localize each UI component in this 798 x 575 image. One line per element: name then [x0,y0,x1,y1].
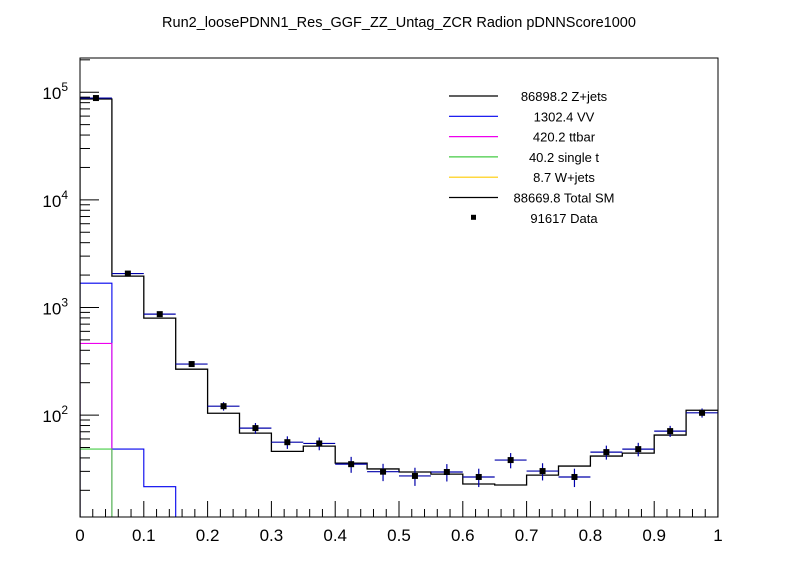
x-tick-label: 0 [75,526,84,545]
plot-content [80,95,718,517]
x-tick-label: 1 [713,526,722,545]
data-point [507,457,514,464]
legend: 86898.2 Z+jets 1302.4 VV 420.2 ttbar 40.2 s… [449,89,614,226]
axes: 0 0.1 0.2 0.3 0.4 0.5 0.6 0.7 0.8 0.9 110210310410… [42,57,723,545]
x-tick-label: 0.4 [323,526,347,545]
data-point [411,472,418,479]
y-tick-base: 10 [42,192,61,211]
y-tick-base: 10 [42,84,61,103]
data-point [667,428,674,435]
legend-label-w-jets: 8.7 W+jets [533,170,595,185]
legend-label-ttbar: 420.2 ttbar [533,130,596,145]
x-tick-label: 0.7 [515,526,539,545]
x-tick-label: 0.3 [260,526,284,545]
y-tick-label: 103 [42,295,68,318]
legend-label-data: 91617 Data [530,211,598,226]
data-point [316,440,323,447]
x-tick-label: 0.1 [132,526,156,545]
data-point [156,311,163,318]
y-tick-exponent: 5 [61,80,68,94]
data-point [284,439,291,446]
histogram-vv [80,282,177,517]
data-point [188,361,195,368]
data-point [348,461,355,468]
data-point [699,409,706,416]
y-tick-exponent: 2 [61,403,68,417]
y-tick-exponent: 3 [61,295,68,309]
y-tick-label: 105 [42,80,68,103]
legend-label-single-t: 40.2 single t [529,150,599,165]
y-tick-exponent: 4 [61,188,68,202]
legend-label-total-sm: 88669.8 Total SM [514,191,615,206]
data-point [571,473,578,480]
y-tick-label: 102 [42,403,68,426]
data-point [220,403,227,410]
data-point [635,446,642,453]
y-tick-base: 10 [42,299,61,318]
legend-label-vv: 1302.4 VV [534,109,595,124]
data-point [252,425,259,432]
data-point [92,95,99,102]
data-point [475,473,482,480]
chart-title: Run2_loosePDNN1_Res_GGF_ZZ_Untag_ZCR Rad… [162,15,636,31]
data-point [603,449,610,456]
data-point [124,270,131,277]
data-point [380,468,387,475]
legend-marker-data [471,214,476,220]
plot-area [80,95,718,517]
data-point [443,468,450,475]
x-tick-label: 0.5 [387,526,411,545]
x-tick-label: 0.8 [579,526,603,545]
histogram-total-sm [80,98,718,517]
x-tick-label: 0.2 [196,526,220,545]
y-tick-base: 10 [42,407,61,426]
data-point [539,468,546,475]
y-tick-label: 104 [42,188,68,211]
legend-label-z-jets: 86898.2 Z+jets [521,89,608,104]
x-tick-label: 0.9 [642,526,666,545]
x-tick-label: 0.6 [451,526,475,545]
